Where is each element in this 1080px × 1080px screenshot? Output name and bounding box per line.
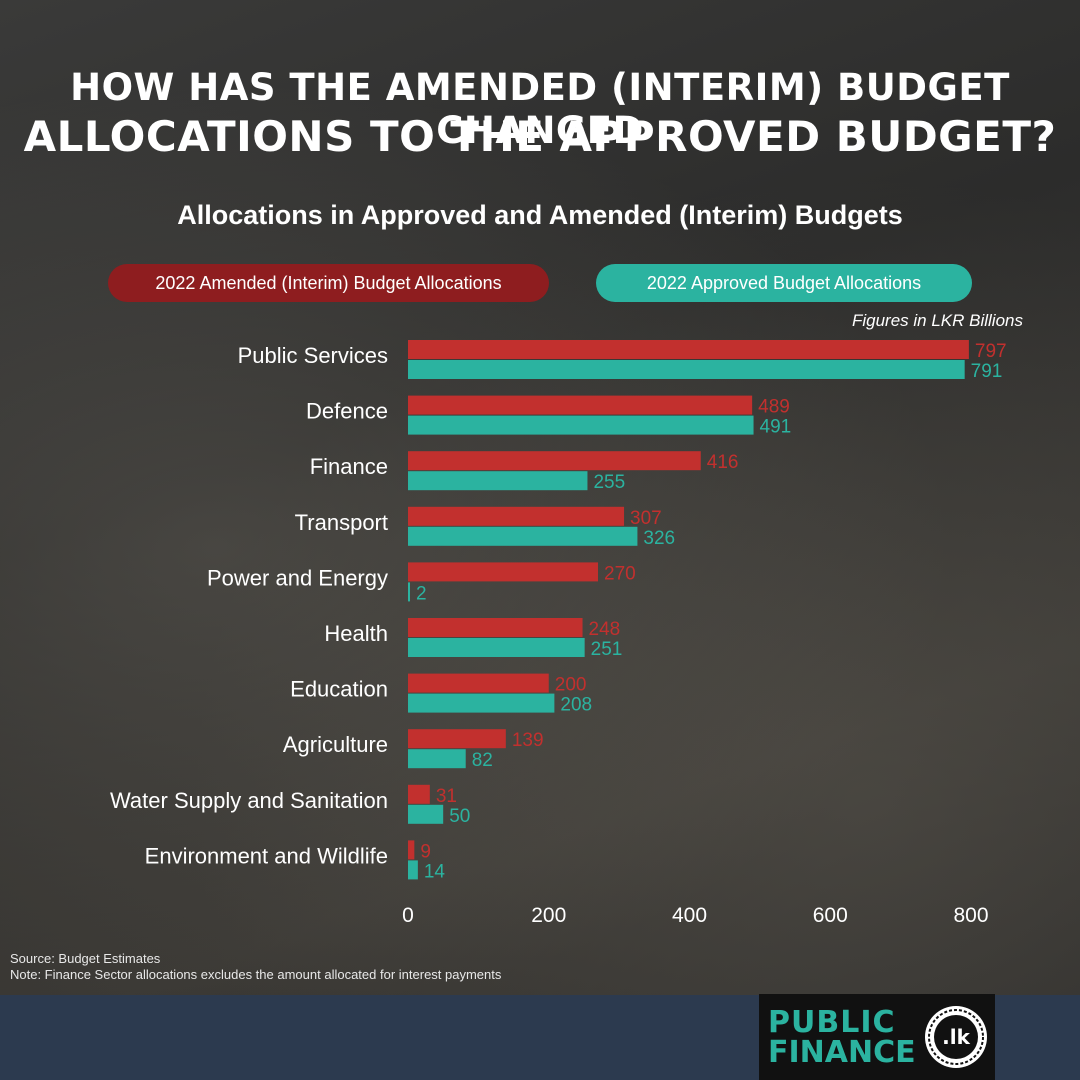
bar-amended <box>408 729 506 749</box>
category-label: Water Supply and Sanitation <box>110 788 388 813</box>
source-note: Source: Budget Estimates Note: Finance S… <box>10 951 501 983</box>
bar-approved <box>408 860 418 880</box>
x-tick-label: 800 <box>953 904 988 927</box>
x-tick-label: 200 <box>531 904 566 927</box>
bar-amended <box>408 451 701 471</box>
page-title-line1: HOW HAS THE AMENDED (INTERIM) BUDGET CHA… <box>70 66 1010 152</box>
legend-approved: 2022 Approved Budget Allocations <box>596 264 972 302</box>
bar-approved <box>408 693 555 713</box>
data-label-approved: 50 <box>449 806 470 827</box>
legend-amended: 2022 Amended (Interim) Budget Allocation… <box>108 264 549 302</box>
bar-approved <box>408 638 585 657</box>
bar-amended <box>408 395 753 415</box>
bar-amended <box>408 506 625 526</box>
chart-subtitle: Allocations in Approved and Amended (Int… <box>177 200 903 230</box>
x-tick-label: 400 <box>672 904 707 927</box>
units-note: Figures in LKR Billions <box>851 311 1023 330</box>
logo-word-public: PUBLIC <box>768 1005 896 1040</box>
logo-word-finance: FINANCE <box>768 1035 916 1070</box>
data-label-amended: 31 <box>436 786 457 807</box>
bar-amended <box>408 784 430 804</box>
x-tick-label: 600 <box>813 904 848 927</box>
data-label-approved: 251 <box>591 639 623 660</box>
data-label-approved: 326 <box>643 528 675 549</box>
background-photo <box>0 0 1080 995</box>
data-label-amended: 270 <box>604 563 636 584</box>
source-text: Source: Budget Estimates <box>10 951 161 966</box>
data-label-amended: 797 <box>975 341 1007 362</box>
category-label: Education <box>290 677 388 702</box>
page-title-line2: ALLOCATIONS TO THE APPROVED BUDGET? <box>23 112 1057 161</box>
data-label-approved: 491 <box>760 417 792 438</box>
bar-approved <box>408 415 754 435</box>
category-label: Health <box>324 621 388 646</box>
category-label: Transport <box>295 510 388 535</box>
data-label-amended: 9 <box>420 841 431 862</box>
data-label-amended: 416 <box>707 452 739 473</box>
bar-approved <box>408 360 965 379</box>
data-label-amended: 200 <box>555 675 587 696</box>
data-label-approved: 791 <box>971 361 1003 382</box>
category-label: Environment and Wildlife <box>145 843 388 868</box>
data-label-approved: 2 <box>416 583 427 604</box>
bar-amended <box>408 340 969 359</box>
data-label-approved: 208 <box>560 695 592 716</box>
category-label: Power and Energy <box>207 565 388 590</box>
data-label-approved: 255 <box>593 472 625 493</box>
bar-approved <box>408 749 466 769</box>
data-label-amended: 248 <box>589 619 621 640</box>
category-label: Defence <box>306 399 388 424</box>
bar-amended <box>408 840 415 860</box>
bar-approved <box>408 804 444 824</box>
bar-amended <box>408 562 599 582</box>
logo-seal-text: .lk <box>942 1025 970 1049</box>
data-label-amended: 489 <box>758 397 790 418</box>
bar-approved <box>408 526 638 546</box>
category-label: Public Services <box>238 343 388 368</box>
data-label-approved: 14 <box>424 861 446 882</box>
category-label: Agriculture <box>283 732 388 757</box>
logo-seal-icon: .lk <box>925 1006 987 1068</box>
bar-amended <box>408 618 583 637</box>
data-label-amended: 139 <box>512 730 544 751</box>
note-text: Note: Finance Sector allocations exclude… <box>10 967 502 982</box>
data-label-approved: 82 <box>472 750 493 771</box>
category-label: Finance <box>310 454 388 479</box>
bar-approved <box>408 471 588 491</box>
publicfinance-logo: PUBLIC FINANCE .lk <box>759 994 995 1080</box>
bar-amended <box>408 673 549 693</box>
x-tick-label: 0 <box>402 904 414 927</box>
data-label-amended: 307 <box>630 508 662 529</box>
bar-approved <box>408 582 410 602</box>
